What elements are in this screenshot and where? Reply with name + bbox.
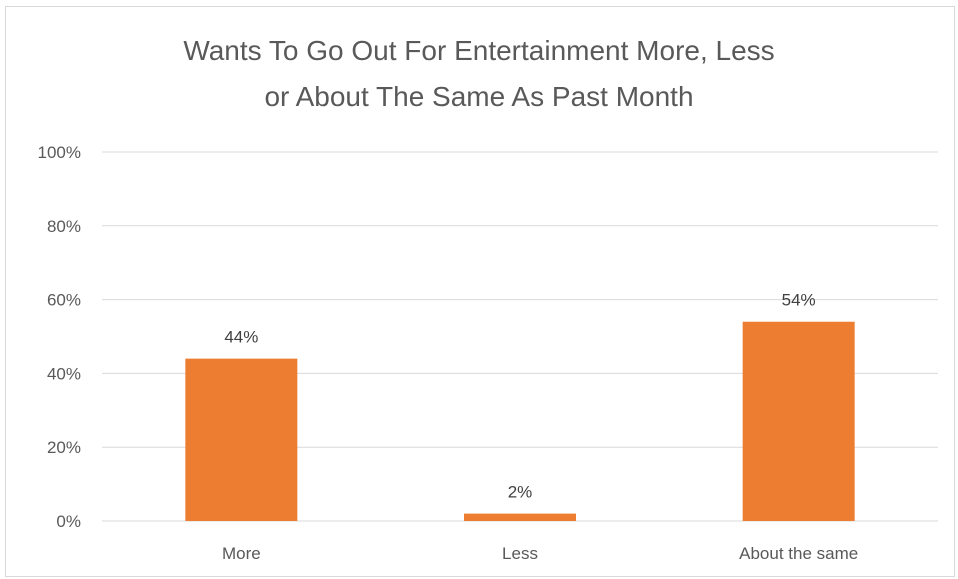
y-tick-label: 60% xyxy=(47,291,81,310)
bar-less xyxy=(464,513,576,521)
bar-about-the-same xyxy=(742,321,855,521)
x-tick-label: More xyxy=(222,544,261,563)
x-tick-label: Less xyxy=(502,544,538,563)
data-label: 54% xyxy=(782,291,816,310)
data-label: 44% xyxy=(224,328,258,347)
chart-title-line-1: Wants To Go Out For Entertainment More, … xyxy=(183,35,775,66)
bar-more xyxy=(185,358,298,521)
y-tick-label: 0% xyxy=(56,512,81,531)
y-tick-label: 100% xyxy=(38,143,81,162)
x-tick-label: About the same xyxy=(739,544,858,563)
data-label: 2% xyxy=(508,483,533,502)
y-tick-label: 40% xyxy=(47,364,81,383)
y-tick-label: 20% xyxy=(47,438,81,457)
chart-title: Wants To Go Out For Entertainment More, … xyxy=(0,28,958,120)
y-tick-label: 80% xyxy=(47,217,81,236)
chart-title-line-2: or About The Same As Past Month xyxy=(264,81,694,112)
